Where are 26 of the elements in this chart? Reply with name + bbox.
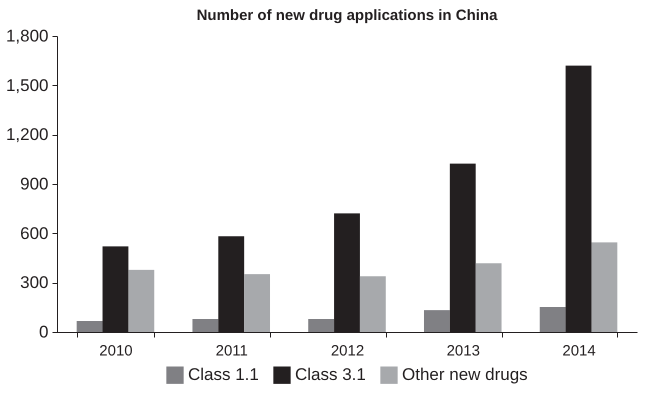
legend-label: Class 1.1 [188,365,259,384]
x-tick-label: 2012 [330,342,364,360]
y-tick-label: 600 [20,224,48,243]
legend-label: Class 3.1 [295,365,366,384]
y-tick-label: 1,200 [6,125,48,144]
bar [540,307,566,332]
x-tick-label: 2014 [562,342,596,360]
x-tick-label: 2010 [99,342,133,360]
bar [591,242,618,332]
x-tick-label: 2013 [446,342,480,360]
y-tick-label: 0 [39,322,48,342]
bar [476,263,502,332]
bar [128,270,154,332]
bar [76,320,103,332]
bar [424,310,450,332]
x-tick-label: 2011 [216,342,248,360]
bar [360,276,386,332]
bar [244,274,270,332]
y-tick-label: 1,500 [6,76,48,95]
chart-title: Number of new drug applications in China [196,7,498,24]
y-tick-label: 1,800 [6,26,48,46]
legend-label: Other new drugs [402,365,528,384]
y-tick-label: 900 [20,174,48,194]
bar [308,319,334,332]
y-tick-label: 300 [20,273,48,292]
bar [192,319,218,332]
